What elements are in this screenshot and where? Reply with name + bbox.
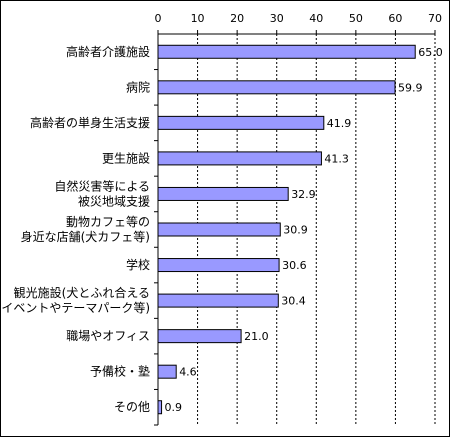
category-label-line: 予備校・塾	[90, 364, 150, 379]
bar	[157, 80, 396, 95]
x-tick-label: 10	[191, 12, 205, 25]
value-label: 0.9	[165, 401, 183, 414]
bar	[157, 293, 279, 308]
bar	[157, 222, 281, 237]
category-label-line: 観光施設(犬とふれ合える	[14, 285, 150, 300]
category-label-line: 学校	[126, 257, 150, 272]
x-tick-label: 0	[155, 12, 162, 25]
bar	[157, 364, 177, 379]
category-label: 観光施設(犬とふれ合えるイベントやテーマパーク等)	[1, 285, 150, 315]
value-label: 21.0	[244, 330, 269, 343]
bar	[157, 44, 416, 59]
category-label-line: イベントやテーマパーク等)	[1, 301, 150, 315]
category-label: 更生施設	[102, 150, 150, 165]
bar	[157, 115, 325, 130]
category-label-line: 被災地域支援	[78, 194, 150, 208]
value-label: 30.9	[283, 224, 308, 237]
x-tick-label: 30	[270, 12, 284, 25]
bar	[157, 400, 163, 415]
category-label: 学校	[126, 257, 150, 272]
category-label: 高齢者介護施設	[66, 44, 150, 59]
category-label: 動物カフェ等の身近な店舗(犬カフェ等)	[21, 215, 150, 244]
category-label: 予備校・塾	[90, 364, 150, 379]
axes	[154, 30, 436, 426]
category-label: 高齢者の単身生活支援	[30, 115, 150, 130]
category-label-line: 自然災害等による	[54, 178, 150, 193]
x-tick-label: 70	[428, 12, 442, 25]
value-label: 59.9	[398, 81, 423, 94]
category-label-line: 病院	[126, 79, 150, 94]
bar	[157, 151, 322, 166]
value-label: 4.6	[179, 366, 197, 379]
category-label-line: 職場やオフィス	[66, 329, 150, 343]
category-label-line: 身近な店舗(犬カフェ等)	[21, 229, 150, 244]
value-label: 32.9	[291, 188, 316, 201]
bar	[157, 329, 242, 344]
category-label: 職場やオフィス	[66, 329, 150, 343]
value-label: 65.0	[418, 46, 443, 59]
x-tick-label: 60	[388, 12, 402, 25]
category-label-line: 高齢者介護施設	[66, 44, 150, 59]
category-label: その他	[114, 400, 150, 414]
grid-lines	[197, 34, 436, 425]
labels: 0 10 20 30 40 50 60 70 高齢者介護施設 65.0 病院 59.9 高齢者の単身生活…	[1, 12, 442, 414]
category-label-line: 更生施設	[102, 150, 150, 165]
value-label: 30.4	[281, 295, 306, 308]
bar	[157, 186, 289, 201]
value-label: 30.6	[282, 259, 307, 272]
x-tick-label: 20	[230, 12, 244, 25]
value-label: 41.3	[324, 152, 349, 165]
x-tick-label: 40	[309, 12, 323, 25]
category-label: 自然災害等による被災地域支援	[54, 178, 150, 208]
category-label-line: 高齢者の単身生活支援	[30, 115, 150, 130]
bar	[157, 258, 280, 273]
category-label-line: その他	[114, 400, 150, 414]
category-label: 病院	[126, 79, 150, 94]
category-label-line: 動物カフェ等の	[66, 215, 150, 229]
x-tick-label: 50	[349, 12, 363, 25]
value-label: 41.9	[327, 117, 352, 130]
